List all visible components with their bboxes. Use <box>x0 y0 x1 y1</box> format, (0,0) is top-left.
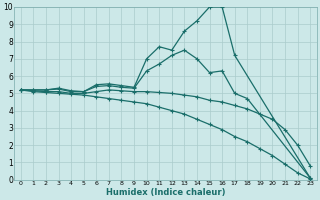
X-axis label: Humidex (Indice chaleur): Humidex (Indice chaleur) <box>106 188 225 197</box>
